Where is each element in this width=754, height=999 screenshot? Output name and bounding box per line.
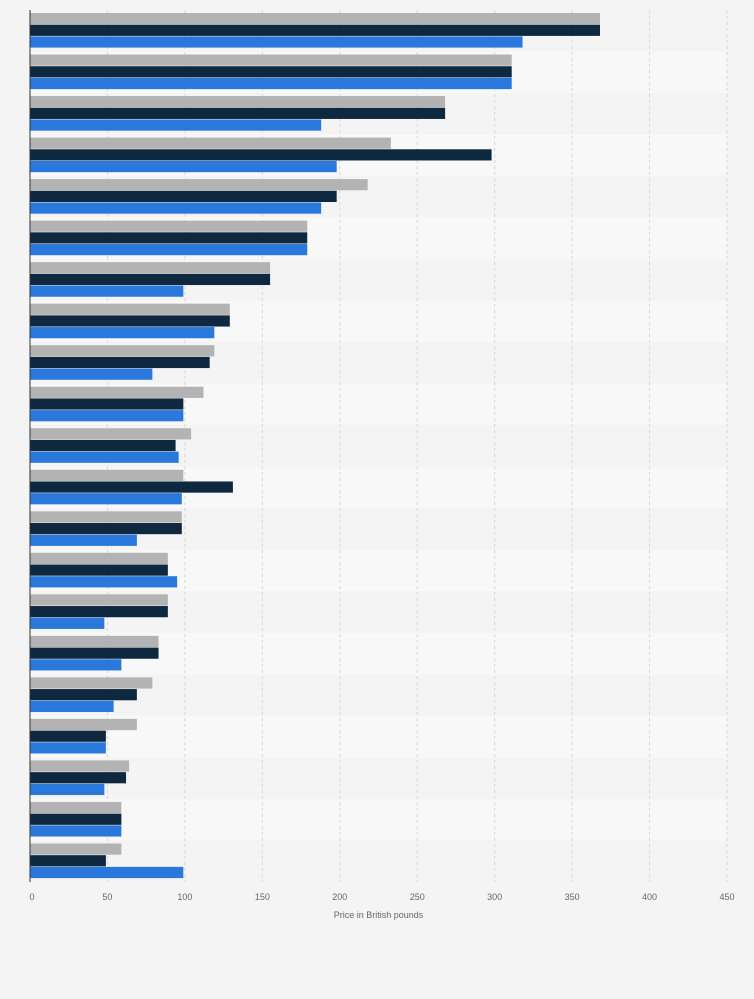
bar (30, 783, 105, 796)
bar (30, 813, 122, 825)
bar (30, 866, 184, 879)
bar (30, 137, 391, 149)
bar (30, 36, 523, 48)
bars (30, 13, 600, 879)
x-axis-title: Price in British pounds (334, 910, 424, 920)
bar (30, 594, 168, 606)
x-tick-label: 200 (332, 892, 347, 902)
bar (30, 481, 233, 493)
bar (30, 262, 271, 274)
bar (30, 825, 122, 837)
bar (30, 689, 137, 701)
bar (30, 635, 159, 648)
bar (30, 718, 137, 731)
bar (30, 617, 105, 629)
bar (30, 285, 184, 297)
bar (30, 149, 492, 161)
bar (30, 606, 168, 618)
bar (30, 647, 159, 659)
bar (30, 66, 512, 78)
bar (30, 220, 308, 232)
bar (30, 730, 106, 742)
x-tick-labels: 0 50 100 150 200 250 300 350 400 450 (29, 892, 734, 902)
bar (30, 576, 178, 588)
bar (30, 552, 168, 565)
bar (30, 119, 322, 131)
x-tick-label: 0 (29, 892, 34, 902)
row-band (30, 757, 727, 799)
bar (30, 190, 337, 202)
x-tick-label: 100 (177, 892, 192, 902)
bar (30, 772, 127, 784)
bar (30, 564, 168, 576)
bar (30, 410, 184, 422)
x-tick-label: 400 (642, 892, 657, 902)
bar (30, 843, 122, 855)
bar (30, 232, 308, 244)
bar (30, 303, 230, 315)
x-tick-label: 250 (410, 892, 425, 902)
bar (30, 315, 230, 327)
bar (30, 386, 204, 398)
bar (30, 677, 153, 689)
x-tick-label: 50 (102, 892, 112, 902)
bar (30, 760, 130, 772)
bar (30, 659, 122, 671)
bar (30, 54, 512, 66)
bar (30, 855, 106, 867)
bar (30, 534, 137, 546)
row-band (30, 715, 727, 758)
bar (30, 742, 106, 754)
x-tick-label: 300 (487, 892, 502, 902)
x-tick-label: 350 (565, 892, 580, 902)
x-tick-label: 450 (719, 892, 734, 902)
x-tick-label: 150 (255, 892, 270, 902)
bar (30, 160, 337, 173)
bar (30, 439, 176, 452)
bar (30, 493, 182, 505)
bar (30, 700, 114, 712)
bar (30, 96, 446, 108)
bar (30, 428, 192, 440)
bar (30, 77, 512, 90)
bar (30, 273, 271, 286)
bar (30, 24, 600, 36)
bar (30, 179, 368, 191)
bar (30, 107, 446, 119)
row-band (30, 798, 727, 841)
bar (30, 244, 308, 256)
bar (30, 368, 153, 380)
bar (30, 801, 122, 814)
bar (30, 345, 215, 357)
bar (30, 202, 322, 214)
bar (30, 13, 600, 25)
bar (30, 522, 182, 535)
bar (30, 356, 210, 369)
bar (30, 469, 184, 481)
bar (30, 327, 215, 339)
bar (30, 451, 179, 463)
bar (30, 511, 182, 523)
bar (30, 398, 184, 410)
